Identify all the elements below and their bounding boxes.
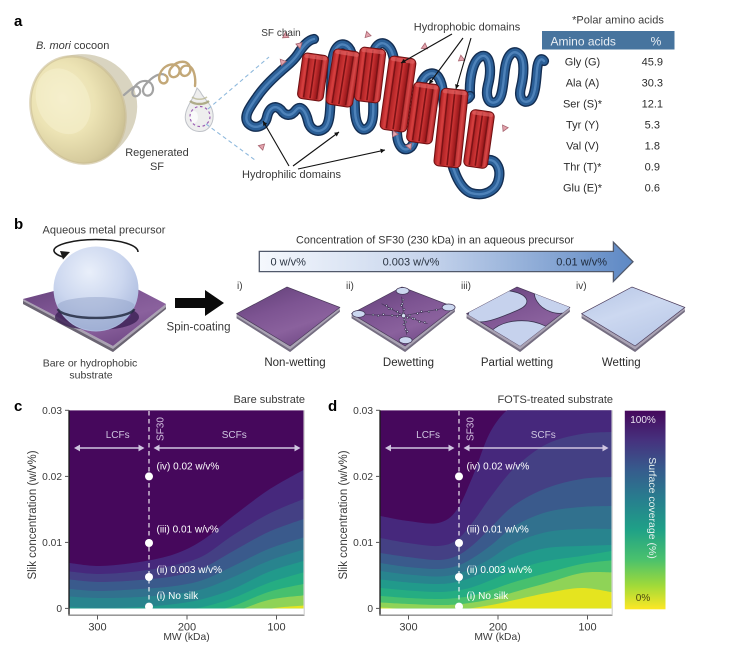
- svg-text:Hydrophobic domains: Hydrophobic domains: [414, 22, 521, 34]
- svg-text:Glu (E)*: Glu (E)*: [563, 183, 603, 195]
- svg-text:Aqueous metal precursor: Aqueous metal precursor: [43, 225, 166, 237]
- svg-text:Wetting: Wetting: [602, 357, 641, 369]
- svg-text:45.9: 45.9: [642, 57, 663, 69]
- svg-text:Slik concentration (w/v%): Slik concentration (w/v%): [338, 450, 350, 579]
- svg-text:0%: 0%: [636, 593, 651, 604]
- svg-text:MW (kDa): MW (kDa): [474, 632, 520, 643]
- svg-text:B. mori cocoon: B. mori cocoon: [36, 40, 109, 52]
- svg-text:substrate: substrate: [69, 370, 112, 382]
- svg-text:b: b: [14, 216, 23, 233]
- svg-text:iv): iv): [576, 281, 587, 292]
- svg-text:SCFs: SCFs: [531, 430, 556, 441]
- svg-text:Surface coverage (%): Surface coverage (%): [646, 457, 658, 559]
- svg-text:Bare or hydrophobic: Bare or hydrophobic: [43, 358, 138, 370]
- svg-text:(ii) 0.003 w/v%: (ii) 0.003 w/v%: [157, 565, 223, 576]
- svg-text:(i) No silk: (i) No silk: [467, 591, 510, 602]
- svg-text:200: 200: [178, 622, 196, 634]
- svg-text:0.01: 0.01: [42, 538, 62, 549]
- svg-text:SF: SF: [150, 161, 164, 173]
- svg-text:0.03: 0.03: [42, 406, 62, 417]
- svg-text:i): i): [237, 281, 243, 292]
- svg-text:5.3: 5.3: [645, 120, 660, 132]
- svg-text:Ser (S)*: Ser (S)*: [563, 99, 603, 111]
- svg-text:ii): ii): [346, 281, 354, 292]
- svg-text:SF30: SF30: [156, 417, 167, 441]
- svg-text:a: a: [14, 13, 23, 30]
- svg-text:12.1: 12.1: [642, 99, 663, 111]
- svg-text:Concentration of SF30 (230 kDa: Concentration of SF30 (230 kDa) in an aq…: [296, 235, 574, 247]
- svg-text:30.3: 30.3: [642, 78, 663, 90]
- svg-text:*Polar amino acids: *Polar amino acids: [572, 15, 664, 27]
- svg-text:300: 300: [88, 622, 106, 634]
- svg-text:Dewetting: Dewetting: [383, 357, 434, 369]
- svg-text:LCFs: LCFs: [416, 430, 440, 441]
- svg-text:0: 0: [367, 604, 373, 615]
- svg-text:0.9: 0.9: [645, 162, 660, 174]
- svg-text:Val (V): Val (V): [566, 141, 599, 153]
- svg-text:MW (kDa): MW (kDa): [163, 632, 209, 643]
- svg-text:%: %: [651, 34, 662, 48]
- svg-text:0.02: 0.02: [353, 472, 373, 483]
- svg-text:SF chain: SF chain: [261, 28, 300, 39]
- svg-text:iii): iii): [461, 281, 471, 292]
- svg-text:(i) No silk: (i) No silk: [157, 591, 200, 602]
- svg-text:Partial wetting: Partial wetting: [481, 357, 553, 369]
- svg-text:200: 200: [489, 622, 507, 634]
- svg-text:Slik concentration (w/v%): Slik concentration (w/v%): [27, 450, 39, 579]
- svg-text:0.01 w/v%: 0.01 w/v%: [556, 257, 607, 269]
- svg-text:100: 100: [267, 622, 285, 634]
- svg-text:Regenerated: Regenerated: [125, 147, 189, 159]
- svg-text:(ii) 0.003 w/v%: (ii) 0.003 w/v%: [467, 565, 533, 576]
- svg-text:Non-wetting: Non-wetting: [264, 357, 325, 369]
- svg-text:(iv) 0.02 w/v%: (iv) 0.02 w/v%: [157, 462, 220, 473]
- svg-text:1.8: 1.8: [645, 141, 660, 153]
- svg-text:(iv) 0.02 w/v%: (iv) 0.02 w/v%: [467, 462, 530, 473]
- svg-text:Bare substrate: Bare substrate: [233, 394, 305, 406]
- svg-text:c: c: [14, 398, 22, 415]
- svg-text:0.03: 0.03: [353, 406, 373, 417]
- svg-text:Thr (T)*: Thr (T)*: [564, 162, 603, 174]
- svg-text:100%: 100%: [630, 415, 656, 426]
- svg-text:0: 0: [56, 604, 62, 615]
- svg-text:0.003 w/v%: 0.003 w/v%: [383, 257, 440, 269]
- svg-text:SF30: SF30: [466, 417, 477, 441]
- svg-text:Spin-coating: Spin-coating: [167, 321, 231, 333]
- svg-text:(iii) 0.01 w/v%: (iii) 0.01 w/v%: [467, 525, 529, 536]
- svg-text:Ala (A): Ala (A): [566, 78, 600, 90]
- svg-text:0 w/v%: 0 w/v%: [271, 257, 307, 269]
- svg-text:Tyr (Y): Tyr (Y): [566, 120, 599, 132]
- svg-text:SCFs: SCFs: [222, 430, 247, 441]
- svg-text:0.6: 0.6: [645, 183, 660, 195]
- svg-text:Hydrophilic domains: Hydrophilic domains: [242, 169, 342, 181]
- svg-text:0.01: 0.01: [353, 538, 373, 549]
- svg-text:0.02: 0.02: [42, 472, 62, 483]
- svg-text:d: d: [328, 398, 337, 415]
- svg-text:LCFs: LCFs: [106, 430, 130, 441]
- svg-text:300: 300: [399, 622, 417, 634]
- svg-text:FOTS-treated substrate: FOTS-treated substrate: [497, 394, 613, 406]
- svg-text:100: 100: [578, 622, 596, 634]
- svg-text:(iii) 0.01 w/v%: (iii) 0.01 w/v%: [157, 525, 219, 536]
- svg-text:Gly (G): Gly (G): [565, 57, 600, 69]
- svg-text:Amino acids: Amino acids: [551, 34, 616, 48]
